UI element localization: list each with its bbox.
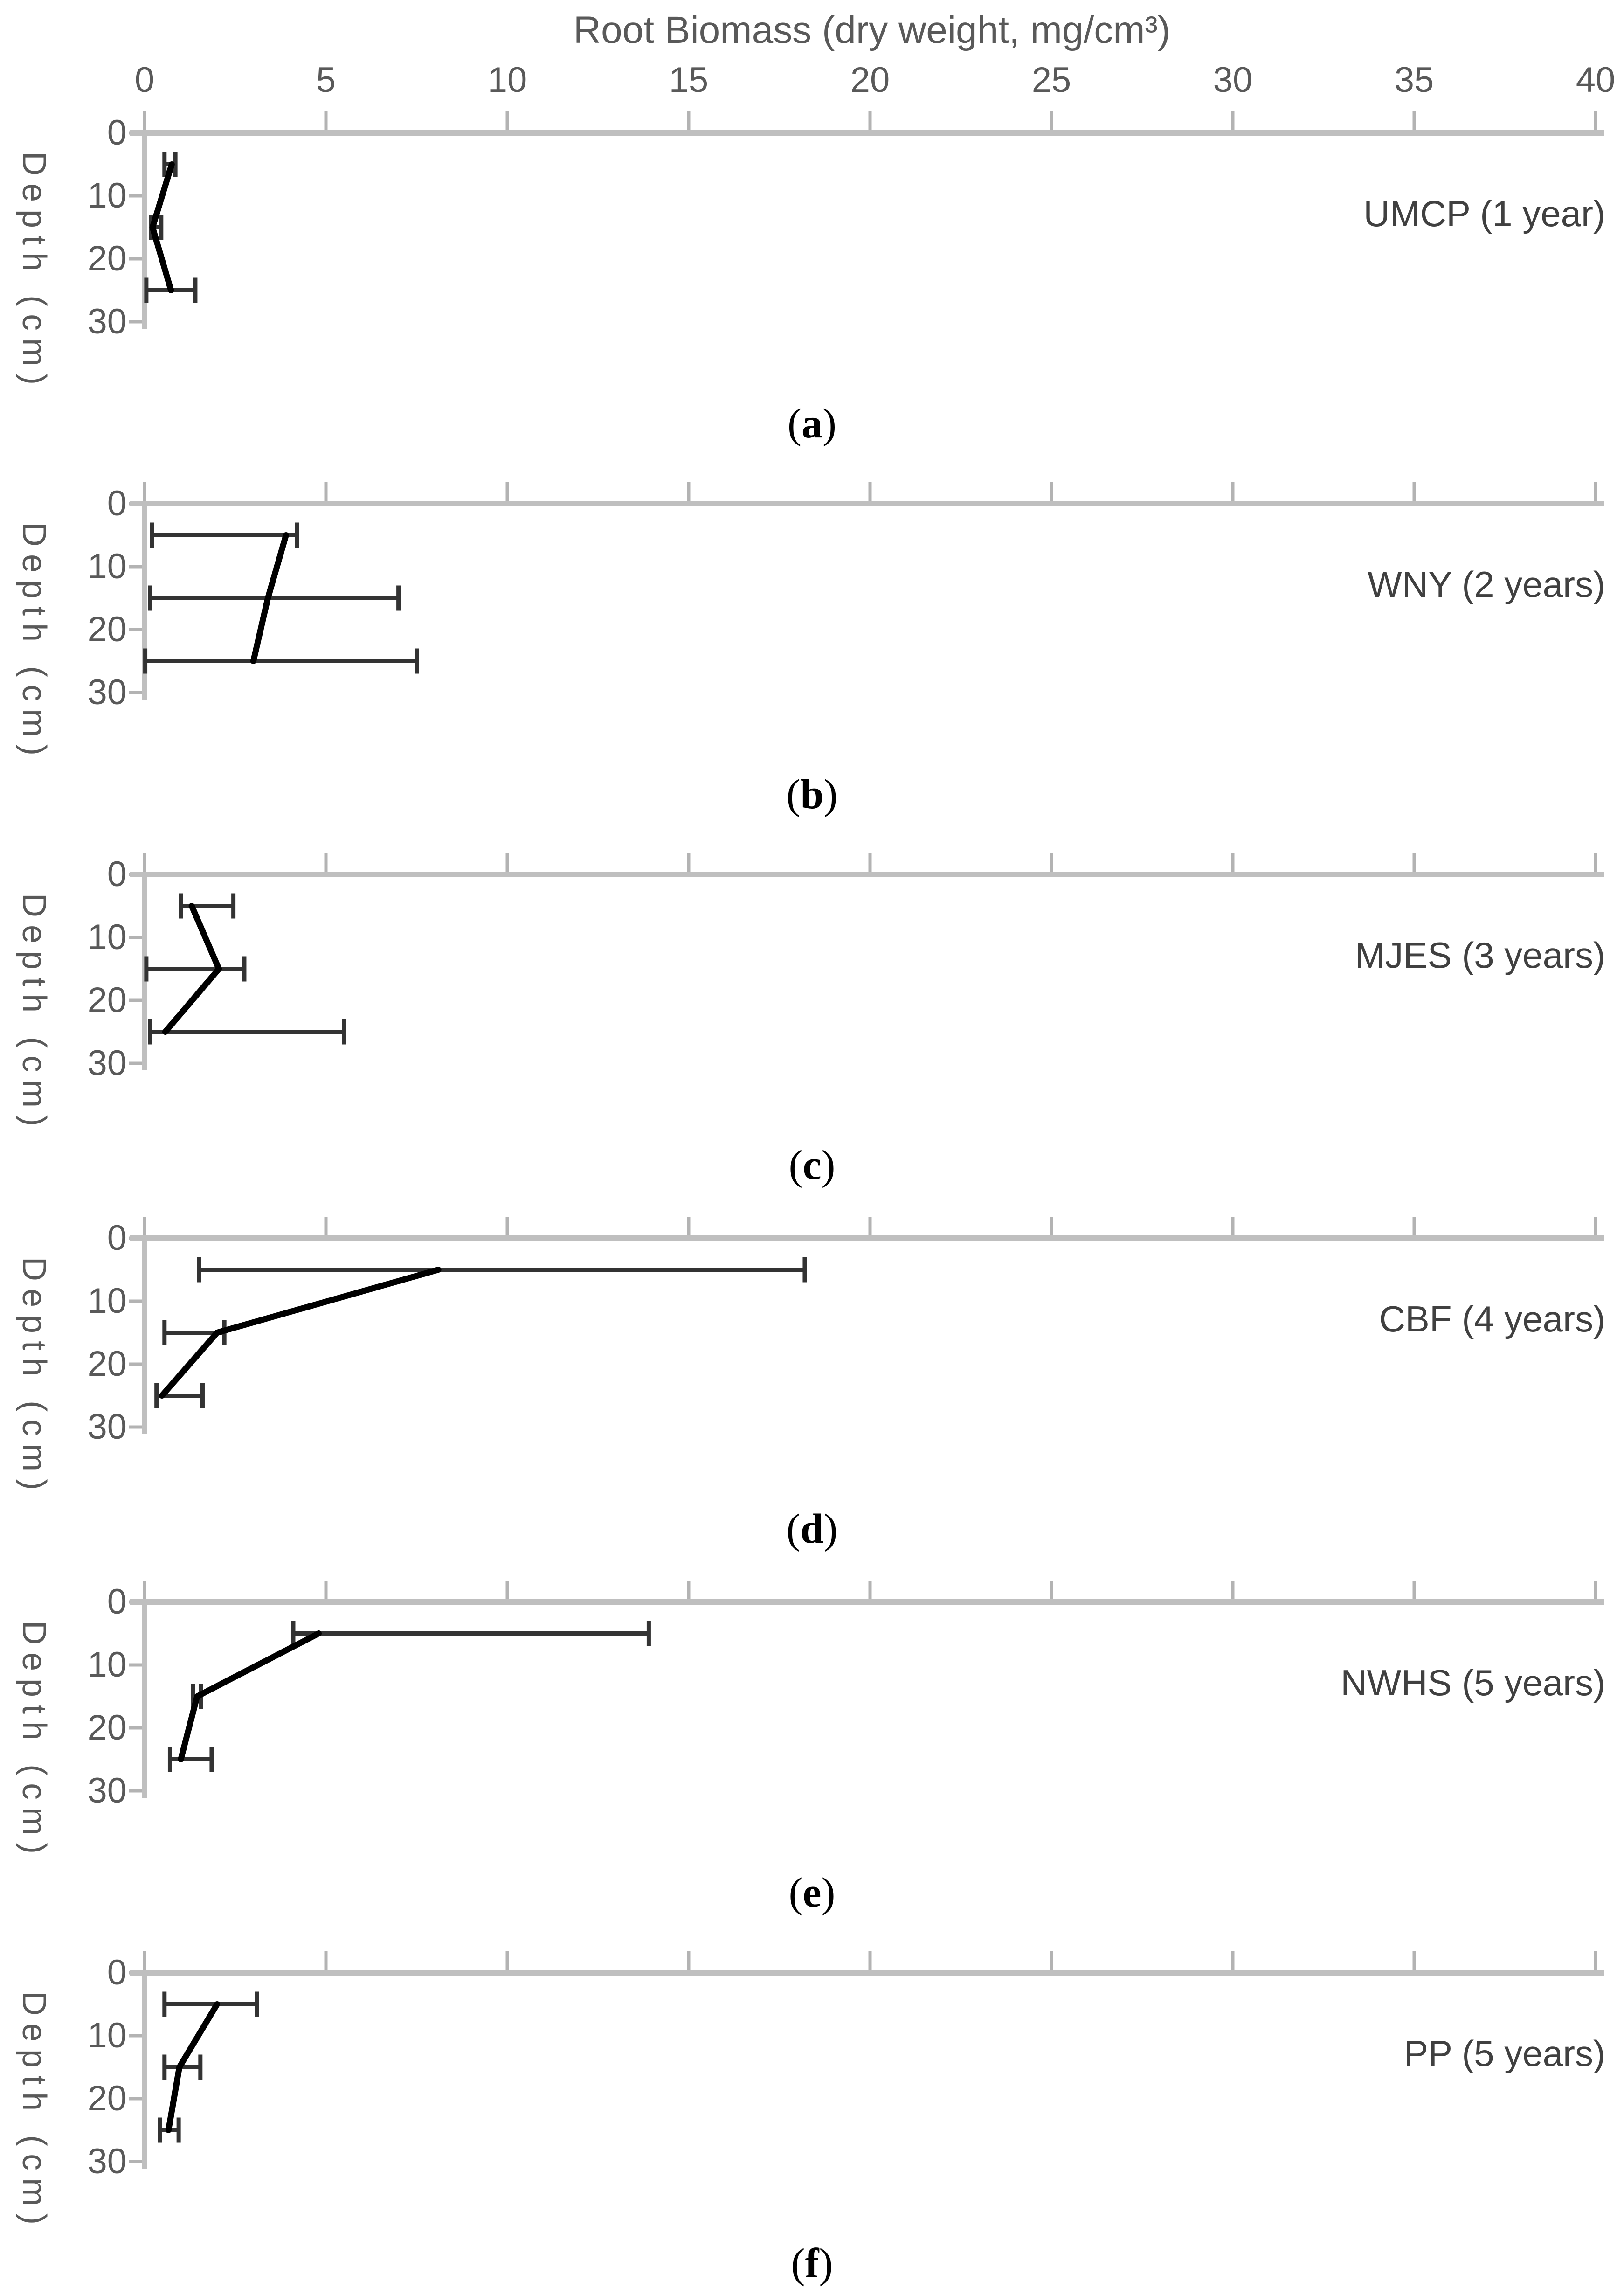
error-bar-depth-5 xyxy=(197,1257,807,1283)
error-bar-depth-15 xyxy=(148,585,401,611)
biomass-depth-series-line xyxy=(250,532,289,664)
y-axis-tick-label: 0 xyxy=(107,113,127,153)
panel-label-b: WNY (2 years) xyxy=(1368,564,1605,605)
y-axis-title: Depth (cm) xyxy=(15,1257,53,1498)
y-axis-tick-label: 10 xyxy=(87,1645,127,1685)
panel-a-chart xyxy=(129,111,1604,329)
panel-c-chart xyxy=(129,853,1604,1070)
x-axis-tick-label: 0 xyxy=(134,60,155,100)
error-bar-depth-25 xyxy=(148,1019,346,1045)
y-axis-title: Depth (cm) xyxy=(15,522,53,763)
error-bar-depth-5 xyxy=(162,1991,259,2017)
y-axis-tick-label: 0 xyxy=(107,1218,127,1258)
error-bar-depth-25 xyxy=(143,648,419,674)
panel-caption-f: (f) xyxy=(791,2240,833,2287)
y-axis-tick-label: 10 xyxy=(87,1281,127,1321)
error-bar-depth-5 xyxy=(291,1621,651,1646)
panel-caption-c: (c) xyxy=(788,1142,836,1188)
x-axis-tick-label: 40 xyxy=(1576,60,1616,100)
x-axis-tick-label: 10 xyxy=(487,60,527,100)
y-axis-title: Depth (cm) xyxy=(15,1621,53,1862)
caption-letter: f xyxy=(805,2240,819,2287)
x-axis-tick-label: 30 xyxy=(1213,60,1253,100)
x-axis-tick-label: 35 xyxy=(1394,60,1434,100)
x-axis-tick-label: 5 xyxy=(316,60,336,100)
error-bar-depth-25 xyxy=(167,1747,214,1772)
y-axis-tick-label: 20 xyxy=(87,1708,127,1747)
y-axis-tick-label: 20 xyxy=(87,1344,127,1384)
caption-letter: b xyxy=(800,771,824,818)
y-axis-title: Depth (cm) xyxy=(15,893,53,1134)
panel-caption-d: (d) xyxy=(786,1506,838,1552)
y-axis-tick-label: 20 xyxy=(87,2079,127,2118)
panel-label-d: CBF (4 years) xyxy=(1379,1298,1605,1339)
y-axis-tick-label: 30 xyxy=(87,1043,127,1083)
error-bar-depth-15 xyxy=(144,956,247,982)
y-axis-tick-label: 20 xyxy=(87,610,127,649)
y-axis-tick-label: 30 xyxy=(87,2142,127,2181)
x-axis-tick-label: 15 xyxy=(669,60,709,100)
biomass-depth-series-line xyxy=(165,2001,221,2133)
biomass-depth-series-line xyxy=(159,1267,442,1399)
panel-caption-b: (b) xyxy=(786,771,838,818)
y-axis-tick-label: 30 xyxy=(87,673,127,712)
y-axis-tick-label: 10 xyxy=(87,917,127,957)
panel-label-e: NWHS (5 years) xyxy=(1341,1662,1605,1703)
biomass-depth-series-line xyxy=(162,903,222,1035)
panel-caption-e: (e) xyxy=(788,1870,836,1916)
panel-caption-a: (a) xyxy=(788,401,836,447)
y-axis-tick-label: 30 xyxy=(87,302,127,341)
biomass-depth-series-line xyxy=(149,161,175,293)
x-axis-tick-labels: 0 5 10 15 20 25 30 35 40 xyxy=(0,60,1624,102)
y-axis-tick-label: 30 xyxy=(87,1407,127,1447)
panel-f-chart xyxy=(129,1951,1604,2169)
y-axis-title: Depth (cm) xyxy=(15,1991,53,2233)
caption-letter: e xyxy=(802,1870,822,1916)
caption-letter: c xyxy=(802,1142,822,1188)
panel-b-chart xyxy=(129,482,1604,700)
y-axis-tick-label: 30 xyxy=(87,1771,127,1810)
y-axis-tick-label: 20 xyxy=(87,239,127,278)
caption-letter: d xyxy=(800,1506,824,1552)
y-axis-tick-label: 0 xyxy=(107,854,127,894)
y-axis-tick-label: 10 xyxy=(87,547,127,586)
y-axis-tick-label: 10 xyxy=(87,2016,127,2055)
panel-label-f: PP (5 years) xyxy=(1403,2033,1605,2074)
panel-label-a: UMCP (1 year) xyxy=(1363,193,1605,234)
panel-d-chart xyxy=(129,1217,1604,1434)
y-axis-tick-label: 20 xyxy=(87,980,127,1020)
error-bar-depth-5 xyxy=(150,522,299,548)
x-axis-title: Root Biomass (dry weight, mg/cm³) xyxy=(573,9,1171,51)
y-axis-tick-label: 0 xyxy=(107,1953,127,1992)
caption-letter: a xyxy=(802,401,822,447)
panel-label-c: MJES (3 years) xyxy=(1354,935,1605,976)
y-axis-tick-label: 10 xyxy=(87,176,127,215)
y-axis-title: Depth (cm) xyxy=(15,152,53,393)
x-axis-tick-label: 25 xyxy=(1031,60,1071,100)
y-axis-tick-label: 0 xyxy=(107,1582,127,1622)
biomass-depth-series-line xyxy=(178,1630,322,1762)
x-axis-tick-label: 20 xyxy=(850,60,890,100)
panel-e-chart xyxy=(129,1581,1604,1798)
y-axis-tick-label: 0 xyxy=(107,484,127,523)
